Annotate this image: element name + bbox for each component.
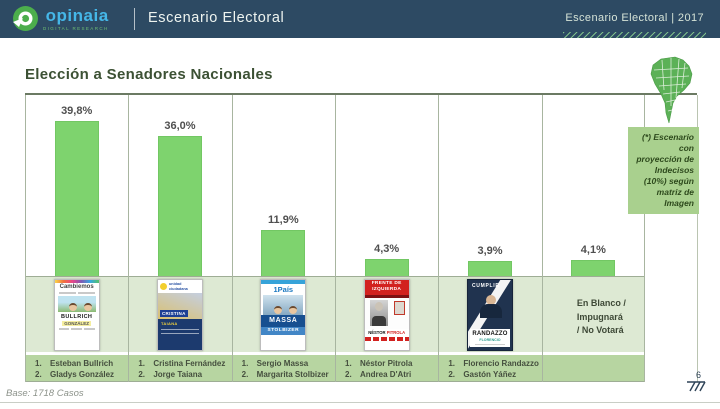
bar-cumplir (467, 261, 512, 276)
bar-1pais (261, 230, 306, 276)
candidates-list: 1. Esteban Bullrich 2. Gladys González (25, 355, 128, 381)
candidates-list: 1. Florencio Randazzo 2. Gastón Yáñez (438, 355, 541, 381)
logo-text: opinaia (45, 5, 109, 25)
page-number: 6 (695, 370, 701, 380)
bar-column-cumplir: 3,9% (438, 95, 541, 276)
bar-value-label: 3,9% (477, 245, 503, 257)
bar-value-label: 11,9% (268, 214, 299, 226)
bar-unidad-ciudadana (157, 136, 202, 276)
ballot-frente-izquierda: FRENTE DE IZQUIERDA NÉSTOR PITROLA (363, 279, 410, 351)
base-label: Base: 1718 Casos (6, 388, 84, 399)
candidate-item: 2. Andrea D'Atri (345, 370, 412, 379)
bar-cambiemos (54, 121, 99, 276)
header-divider (134, 8, 135, 30)
ballot-cambiemos: Cambiemos BULLRICH GONZÁLEZ (53, 279, 100, 351)
ballot-unidad-ciudadana: unidad ciudadana CRISTINA TAIANA (156, 279, 203, 351)
bar-column-1pais: 11,9% (232, 95, 335, 276)
header: opinaia DIGITAL RESEARCH Escenario Elect… (0, 0, 720, 38)
bar-frente-izquierda (364, 259, 409, 276)
bar-plot-area: 39,8% 36,0% 11,9% 4,3% 3,9% 4,1% (25, 95, 645, 276)
bar-column-blanco: 4,1% (542, 95, 645, 276)
blank-vote-cell: En Blanco / Impugnará / No Votará (542, 277, 645, 352)
candidate-item: 1. Esteban Bullrich (35, 359, 114, 368)
header-section-title: Escenario Electoral (148, 10, 285, 26)
candidates-photo (263, 295, 304, 315)
chart-top-line (25, 93, 697, 95)
bar-column-cambiemos: 39,8% (25, 95, 128, 276)
ballot-party-name: Cambiemos (59, 284, 94, 290)
rainbow-strip (54, 280, 99, 283)
footer-hatch-icon (687, 381, 706, 392)
candidates-list: 1. Sergio Massa 2. Margarita Stolbizer (232, 355, 335, 381)
ballot-candidate-first: NÉSTOR (368, 330, 386, 335)
candidate-photo: CRISTINA (157, 293, 202, 319)
grid-line (25, 95, 26, 382)
senators-bar-chart: 39,8% 36,0% 11,9% 4,3% 3,9% 4,1% (25, 95, 645, 382)
ballot-party-name: 1País (273, 285, 294, 294)
bar-column-unidad-ciudadana: 36,0% (128, 95, 231, 276)
ballot-cell: CUMPLIR RANDAZZO FLORENCIO (438, 277, 541, 352)
ballot-cell: unidad ciudadana CRISTINA TAIANA (128, 277, 231, 352)
grid-line (335, 95, 336, 382)
ballot-candidate-sub: FLORENCIO (479, 337, 501, 342)
candidate-item: 2. Margarita Stolbizer (241, 370, 329, 379)
ballot-party-name: unidad ciudadana (168, 282, 188, 291)
ballot-party-name: CUMPLIR (471, 283, 500, 289)
opinaia-logo: opinaia DIGITAL RESEARCH (12, 5, 109, 32)
grid-line (128, 95, 130, 382)
bar-value-label: 4,3% (374, 243, 400, 255)
candidate-item: 1. Néstor Pitrola (345, 359, 413, 368)
bar-value-label: 39,8% (61, 105, 93, 117)
ballot-cell: 1País MASSA STOLBIZER (232, 277, 335, 352)
ballot-candidate-2: GONZÁLEZ (62, 321, 92, 326)
candidate-item: 1. Cristina Fernández (138, 359, 226, 368)
blank-vote-label: En Blanco / Impugnará / No Votará (576, 298, 626, 335)
candidates-photo (57, 296, 96, 312)
ballot-1pais: 1País MASSA STOLBIZER (260, 279, 307, 351)
grid-line (231, 95, 233, 382)
candidate-portrait (369, 300, 388, 326)
ballot-candidate-1: RANDAZZO (472, 330, 508, 337)
footer-divider (0, 402, 720, 403)
header-right-text: Escenario Electoral | 2017 (565, 12, 704, 24)
ballot-cell: Cambiemos BULLRICH GONZÁLEZ (25, 277, 128, 352)
candidate-item: 2. Gladys González (35, 370, 115, 379)
bar-value-label: 36,0% (164, 120, 196, 132)
ballot-candidate-last: PITROLA (386, 330, 406, 335)
candidate-item: 2. Jorge Taiana (138, 370, 203, 379)
bar-blanco (571, 260, 616, 276)
candidate-photo (364, 298, 409, 329)
right-border-line (697, 95, 698, 382)
ballot-candidate-2: STOLBIZER (261, 327, 306, 335)
ballot-candidate-1: MASSA (261, 315, 306, 327)
candidates-list: 1. Cristina Fernández 2. Jorge Taiana (128, 355, 231, 381)
ballot-cumplir: CUMPLIR RANDAZZO FLORENCIO (466, 279, 513, 351)
page-title: Elección a Senadores Nacionales (25, 66, 273, 83)
candidates-list: 1. Néstor Pitrola 2. Andrea D'Atri (335, 355, 438, 381)
candidate-item: 1. Sergio Massa (241, 359, 309, 368)
logo-subtext: DIGITAL RESEARCH (43, 25, 109, 31)
ballot-candidate-2: TAIANA (160, 321, 178, 326)
bar-value-label: 4,1% (580, 244, 606, 256)
buenos-aires-map-icon (650, 56, 693, 124)
sun-logo-icon (159, 283, 167, 290)
ballot-party-name-line2: IZQUIERDA (372, 286, 402, 292)
note-box: (*) Escenario con proyección de Indeciso… (628, 127, 699, 215)
inset-photo (393, 301, 405, 315)
bar-column-frente-izquierda: 4,3% (335, 95, 438, 276)
ballot-candidate-1: BULLRICH (61, 314, 93, 320)
candidate-portrait (485, 295, 496, 305)
hatch-decoration (563, 32, 706, 38)
opinaia-logo-icon (13, 6, 38, 31)
ballot-candidate-1: CRISTINA (159, 310, 188, 317)
ballot-party-name-line1: FRENTE DE (371, 281, 402, 286)
candidate-item: 2. Gastón Yáñez (448, 370, 517, 379)
grid-line (644, 95, 645, 382)
ballot-cell: FRENTE DE IZQUIERDA NÉSTOR PITROLA (335, 277, 438, 352)
candidate-item: 1. Florencio Randazzo (448, 359, 539, 368)
grid-line (541, 95, 543, 382)
grid-line (438, 95, 440, 382)
